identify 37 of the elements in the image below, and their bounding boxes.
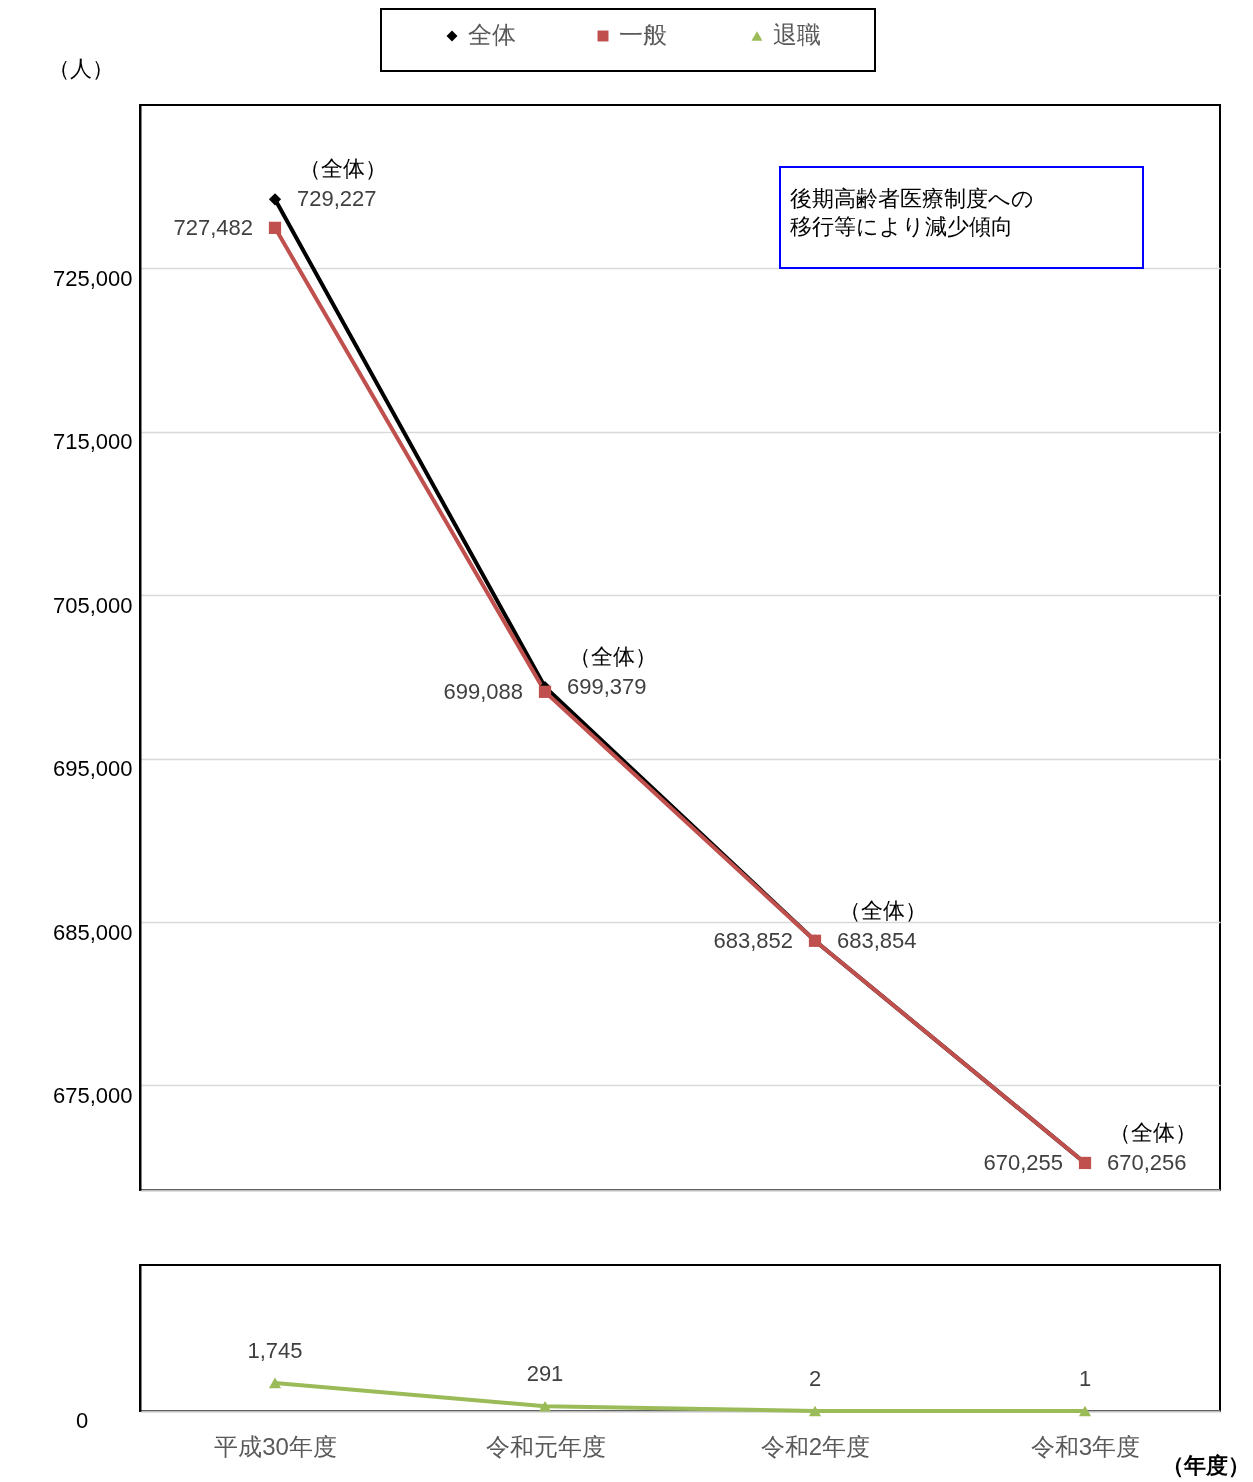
data-label: 699,088: [443, 678, 523, 704]
x-tick-label: 平成30年度: [214, 1432, 337, 1460]
y-tick-label: 695,000: [52, 756, 133, 782]
annotation: （全体）: [299, 156, 387, 182]
x-axis-title: （年度）: [1161, 1452, 1250, 1478]
data-label: 1,745: [247, 1337, 303, 1363]
data-label: 683,852: [713, 927, 793, 953]
point: [268, 1377, 282, 1389]
data-label: 699,379: [567, 674, 647, 700]
data-label: 670,256: [1107, 1149, 1187, 1175]
y-tick-label: 685,000: [52, 919, 133, 945]
point: [808, 1405, 822, 1417]
data-label: 727,482: [173, 214, 253, 240]
legend-label: 一般: [619, 21, 667, 48]
y-tick-label: 715,000: [52, 429, 133, 455]
legend-label: 全体: [468, 21, 516, 48]
data-label: 670,255: [983, 1149, 1063, 1175]
data-label: 683,854: [837, 927, 917, 953]
text: 0: [75, 1408, 89, 1433]
annotation: （全体）: [1109, 1119, 1197, 1145]
annotation: （全体）: [839, 897, 927, 923]
y-tick-label: 725,000: [52, 265, 133, 291]
x-tick-label: 令和3年度: [1030, 1432, 1141, 1460]
annotation: （全体）: [569, 644, 657, 670]
x-tick-label: 令和元年度: [485, 1432, 606, 1460]
point: [1078, 1405, 1092, 1417]
legend-label: 退職: [773, 21, 821, 48]
data-label: 2: [808, 1365, 822, 1391]
y-tick-label: 675,000: [52, 1082, 133, 1108]
annotation: 後期高齢者医療制度への移行等により減少傾向: [790, 186, 1034, 239]
x-tick-label: 令和2年度: [760, 1432, 871, 1460]
data-label: 1: [1078, 1365, 1092, 1391]
data-label: 291: [526, 1361, 564, 1387]
y-tick-label: 705,000: [52, 592, 133, 618]
y-axis-title: （人）: [47, 55, 114, 81]
point: [538, 1401, 552, 1412]
data-label: 729,227: [297, 186, 377, 212]
